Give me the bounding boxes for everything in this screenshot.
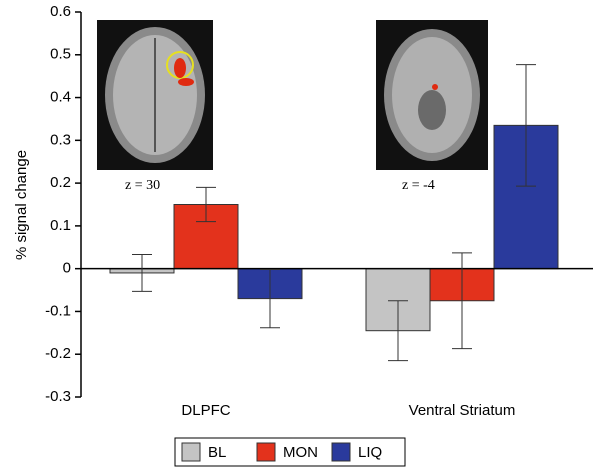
y-tick-label: -0.3 <box>45 388 71 405</box>
chart: z = 30 z = -4 % signal change -0.3 -0.2 -0… <box>0 0 593 473</box>
y-tick-label: -0.2 <box>45 345 71 362</box>
y-tick-label: 0.2 <box>50 174 71 191</box>
annotation: z = 30 <box>125 178 160 193</box>
legend-label: BL <box>208 444 226 461</box>
x-tick-label: Ventral Striatum <box>409 402 516 419</box>
legend-swatch <box>257 443 275 461</box>
brain-image <box>376 20 488 170</box>
annotation: z = -4 <box>402 178 435 193</box>
y-tick-label: 0.3 <box>50 131 71 148</box>
legend-label: MON <box>283 444 318 461</box>
y-tick-label: 0.5 <box>50 46 71 63</box>
y-tick-label: -0.1 <box>45 302 71 319</box>
y-tick-label: 0.6 <box>50 3 71 20</box>
brain-image <box>97 20 213 170</box>
legend-swatch <box>182 443 200 461</box>
y-tick-label: 0.1 <box>50 217 71 234</box>
x-tick-label: DLPFC <box>181 402 230 419</box>
y-axis-label: % signal change <box>13 150 30 260</box>
y-tick-label: 0.4 <box>50 89 71 106</box>
legend-swatch <box>332 443 350 461</box>
y-tick-label: 0 <box>63 260 71 277</box>
legend-label: LIQ <box>358 444 382 461</box>
